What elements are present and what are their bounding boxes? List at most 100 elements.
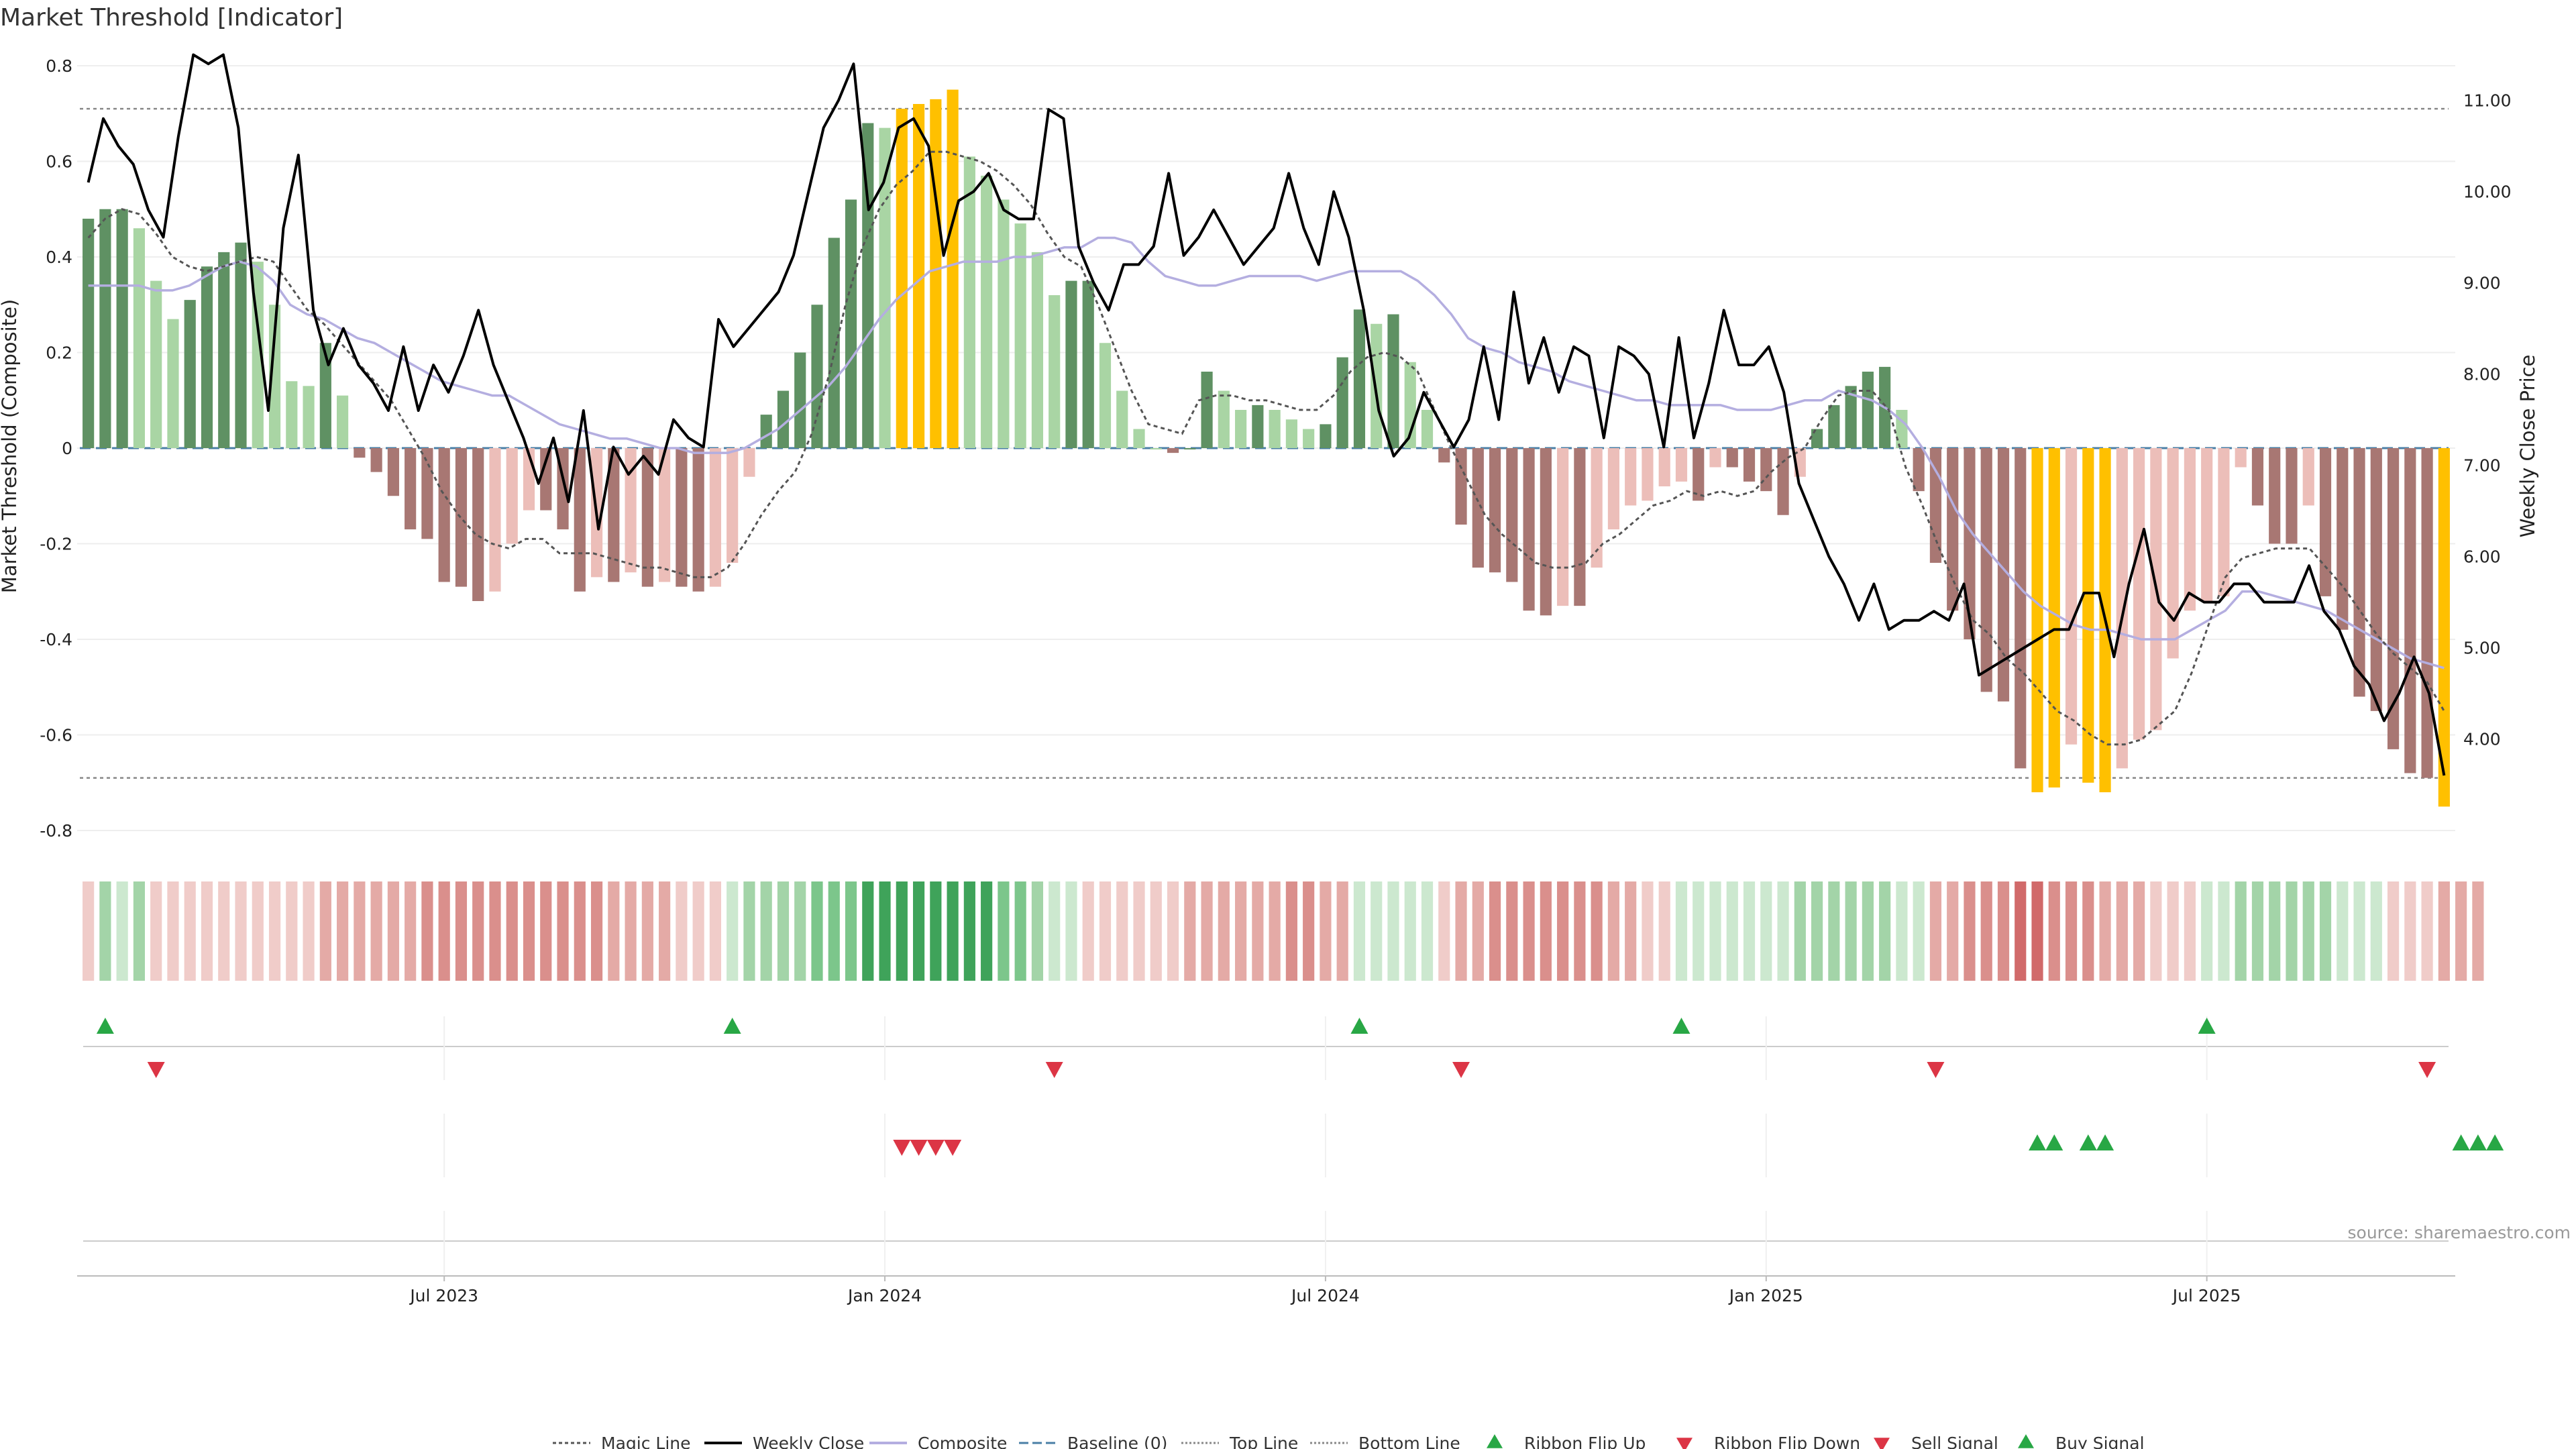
composite-bar-126 (2218, 448, 2230, 596)
composite-bar-56 (1031, 252, 1044, 448)
ribbon-cell-15 (337, 881, 349, 981)
legend-label-3: Baseline (0) (1067, 1434, 1167, 1449)
legend: Magic Line Weekly Close Composite Baseline … (553, 1434, 2145, 1449)
ribbon-cell-68 (1235, 881, 1247, 981)
composite-bar-68 (1235, 410, 1247, 448)
ribbon-cell-137 (2404, 881, 2416, 981)
composite-bar-21 (438, 448, 450, 582)
composite-bar-127 (2235, 448, 2247, 468)
ribbon-strip (83, 881, 2484, 981)
ribbon-cell-123 (2167, 881, 2179, 981)
ribbon-cell-8 (218, 881, 230, 981)
ribbon-cell-1 (99, 881, 111, 981)
ribbon-cell-91 (1625, 881, 1637, 981)
composite-bar-112 (1980, 448, 1992, 692)
composite-bar-75 (1353, 309, 1366, 448)
ribbon-cell-54 (998, 881, 1010, 981)
composite-bar-84 (1506, 448, 1518, 582)
ribbon-cell-94 (1675, 881, 1688, 981)
ribbon-flip-down-marker-1 (1045, 1062, 1063, 1078)
ribbon-cell-79 (1421, 881, 1434, 981)
composite-bar-13 (303, 386, 315, 448)
composite-bar-33 (641, 448, 653, 587)
ribbon-flip-down-marker-4 (2418, 1062, 2436, 1078)
ribbon-cell-28 (557, 881, 569, 981)
composite-bar-118 (2082, 448, 2094, 783)
composite-bar-77 (1387, 314, 1399, 448)
composite-bar-61 (1116, 390, 1128, 448)
ribbon-cell-14 (319, 881, 331, 981)
legend-label-7: Ribbon Flip Down (1714, 1434, 1860, 1449)
composite-bar-44 (828, 237, 840, 448)
ribbon-cell-42 (794, 881, 806, 981)
composite-bar-79 (1421, 410, 1434, 448)
ribbon-cell-16 (354, 881, 366, 981)
composite-bar-2 (116, 209, 128, 448)
composite-bar-14 (319, 343, 331, 448)
ribbon-cell-115 (2031, 881, 2043, 981)
composite-bar-129 (2269, 448, 2281, 544)
composite-bar-69 (1252, 405, 1264, 448)
ribbon-cell-96 (1709, 881, 1721, 981)
composite-bar-83 (1489, 448, 1501, 573)
composite-bar-117 (2065, 448, 2078, 745)
composite-bar-20 (421, 448, 433, 539)
legend-item-8: Sell Signal (1874, 1434, 1998, 1449)
ribbon-cell-12 (286, 881, 298, 981)
ribbon-cell-67 (1218, 881, 1230, 981)
composite-bar-136 (2387, 448, 2400, 749)
ribbon-cell-141 (2472, 881, 2484, 981)
ribbon-cell-21 (438, 881, 450, 981)
composite-bar-116 (2048, 448, 2060, 788)
y-axis-left-label: Market Threshold (Composite) (0, 299, 21, 593)
composite-bar-96 (1709, 448, 1721, 468)
ribbon-cell-84 (1506, 881, 1518, 981)
ribbon-cell-83 (1489, 881, 1501, 981)
buy-signal-marker-1 (2045, 1134, 2063, 1150)
composite-bar-55 (1014, 223, 1026, 448)
ribbon-cell-140 (2455, 881, 2467, 981)
ribbon-cell-41 (777, 881, 790, 981)
legend-item-7: Ribbon Flip Down (1676, 1434, 1860, 1449)
ribbon-cell-13 (303, 881, 315, 981)
ribbon-flip-up-marker-4 (2198, 1018, 2216, 1034)
composite-bar-57 (1049, 295, 1061, 448)
ribbon-cell-17 (370, 881, 382, 981)
composite-bar-103 (1828, 405, 1840, 448)
legend-swatch-9 (2018, 1434, 2034, 1448)
composite-bar-132 (2319, 448, 2332, 596)
legend-swatch-7 (1676, 1438, 1693, 1449)
ribbon-cell-92 (1642, 881, 1654, 981)
composite-bar-128 (2251, 448, 2264, 506)
legend-item-0: Magic Line (553, 1434, 691, 1449)
legend-label-5: Bottom Line (1358, 1434, 1460, 1449)
ribbon-cell-46 (862, 881, 874, 981)
composite-bar-15 (337, 395, 349, 448)
composite-bar-27 (540, 448, 552, 511)
ribbon-cell-104 (1845, 881, 1857, 981)
ribbon-cell-138 (2421, 881, 2433, 981)
ribbon-cell-62 (1133, 881, 1145, 981)
ribbon-cell-121 (2133, 881, 2145, 981)
ribbon-cell-105 (1862, 881, 1874, 981)
composite-bar-22 (455, 448, 468, 587)
ribbon-cell-133 (2337, 881, 2349, 981)
ribbon-cell-37 (709, 881, 722, 981)
ribbon-cell-50 (930, 881, 942, 981)
legend-label-2: Composite (918, 1434, 1007, 1449)
composite-bar-42 (794, 352, 806, 448)
legend-item-6: Ribbon Flip Up (1487, 1434, 1646, 1449)
x-tick-label-1: Jan 2024 (847, 1286, 922, 1305)
composite-bar-121 (2133, 448, 2145, 740)
ribbon-cell-78 (1404, 881, 1416, 981)
ribbon-cell-49 (912, 881, 925, 981)
composite-bar-113 (1997, 448, 2010, 702)
sell-signal-marker-3 (944, 1140, 962, 1156)
composite-bar-137 (2404, 448, 2416, 773)
composite-bar-31 (608, 448, 620, 582)
y-left-tick-label-2: 0.4 (46, 248, 72, 267)
composite-bar-125 (2201, 448, 2213, 601)
legend-swatch-8 (1874, 1438, 1890, 1449)
ribbon-cell-118 (2082, 881, 2094, 981)
composite-bar-4 (150, 280, 162, 448)
